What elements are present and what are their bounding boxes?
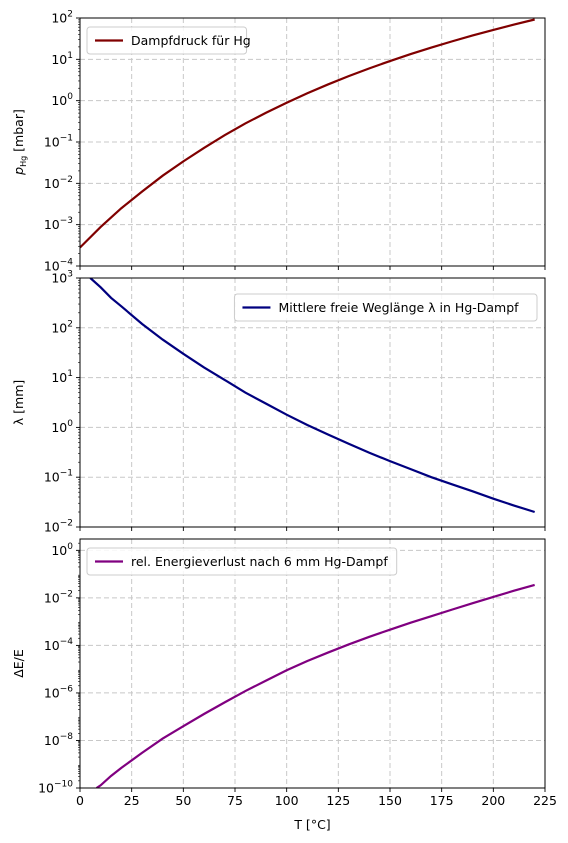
x-tick-label: 175 [430,793,454,808]
axes-frame [79,538,546,789]
y-tick-label: 102 [51,10,73,26]
legend: rel. Energieverlust nach 6 mm Hg-Dampf [86,547,398,576]
y-tick-label: 10−3 [44,216,73,232]
y-tick-label: 10−2 [44,175,73,191]
legend: Mittlere freie Weglänge λ in Hg-Dampf [233,293,538,322]
y-tick-label: 10−8 [44,732,73,748]
legend-box [86,26,248,55]
x-tick-label: 75 [227,793,243,808]
y-tick-label: 100 [51,419,73,435]
y-tick-label: 100 [51,92,73,108]
legend: Dampfdruck für Hg [86,26,251,55]
legend-label: Mittlere freie Weglänge λ in Hg-Dampf [278,300,519,315]
x-tick-label: 225 [533,793,557,808]
y-tick-label: 10−6 [44,684,73,700]
chart-panel-3: 0 25 50 75 100 125 150 175 200 225 10−10 10−8 10−6 10… [11,538,557,832]
legend-label: Dampfdruck für Hg [131,33,251,48]
x-tick-label: 50 [175,793,191,808]
y-tick-label: 10−4 [44,258,73,274]
x-tick-label: 200 [481,793,505,808]
y-tick-label: 10−10 [38,780,73,796]
axes-frame [79,277,546,528]
y-tick-label: 103 [51,270,73,286]
series-line-1 [95,583,535,788]
y-axis-label: pHg [mbar] [11,109,28,176]
legend-box [86,547,398,576]
x-axis-label: T [°C] [293,817,330,832]
x-tick-label: 0 [76,793,84,808]
y-tick-label: 102 [51,319,73,335]
y-tick-label: 10−1 [44,469,73,485]
y-axis-label: λ [mm] [11,380,26,425]
x-tick-label: 125 [326,793,350,808]
chart-panel-1: 10−4 10−3 10−2 10−1 100 101 102 pHg [mbar] Dampf… [11,10,546,274]
x-tick-label: 150 [378,793,402,808]
x-tick-label: 100 [275,793,299,808]
y-axis-label: ΔE/E [11,649,26,678]
series-line-1 [80,18,535,249]
y-tick-label: 10−4 [44,637,73,653]
legend-label: rel. Energieverlust nach 6 mm Hg-Dampf [131,554,388,569]
y-tick-label: 10−2 [44,589,73,605]
x-tick-label: 25 [124,793,140,808]
series-line-1 [89,278,535,514]
y-tick-label: 10−2 [44,519,73,535]
legend-box [233,293,538,322]
y-tick-label: 10−1 [44,134,73,150]
y-tick-label: 100 [51,542,73,558]
chart-panel-2: 10−2 10−1 100 101 102 103 λ [mm] Mittlere freie… [11,270,546,535]
y-tick-label: 101 [51,51,73,67]
y-tick-label: 101 [51,369,73,385]
